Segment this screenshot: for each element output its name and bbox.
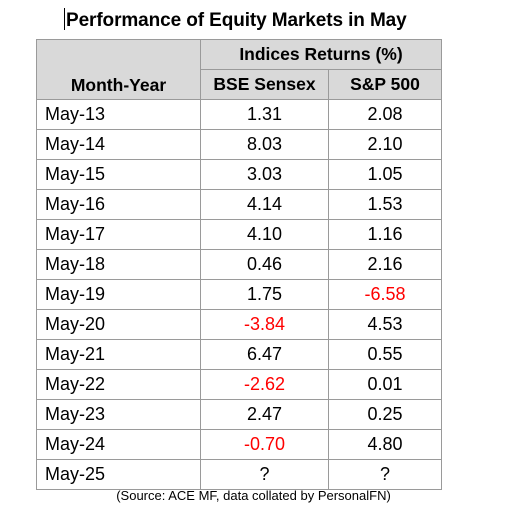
header-month-year: Month-Year — [36, 39, 201, 100]
cell-sp500: 0.01 — [328, 369, 442, 400]
cell-sp500: 0.25 — [328, 399, 442, 430]
table-row: May-15 3.03 1.05 — [36, 159, 442, 190]
header-sp500: S&P 500 — [328, 69, 442, 100]
cell-bse-sensex: -0.70 — [200, 429, 329, 460]
cell-sp500: 2.16 — [328, 249, 442, 280]
table-row: May-22 -2.62 0.01 — [36, 369, 442, 400]
cell-bse-sensex: -3.84 — [200, 309, 329, 340]
cell-sp500: 4.53 — [328, 309, 442, 340]
cell-bse-sensex: 4.10 — [200, 219, 329, 250]
table-row: May-13 1.31 2.08 — [36, 99, 442, 130]
table-row: May-18 0.46 2.16 — [36, 249, 442, 280]
cell-month: May-19 — [36, 279, 201, 310]
text-cursor — [64, 8, 65, 30]
table-row: May-21 6.47 0.55 — [36, 339, 442, 370]
cell-sp500: 2.10 — [328, 129, 442, 160]
cell-sp500: 1.53 — [328, 189, 442, 220]
table-row: May-25?? — [36, 459, 442, 490]
table-row: May-14 8.03 2.10 — [36, 129, 442, 160]
cell-sp500: 0.55 — [328, 339, 442, 370]
table-row: May-17 4.10 1.16 — [36, 219, 442, 250]
cell-bse-sensex: -2.62 — [200, 369, 329, 400]
table-row: May-19 1.75 -6.58 — [36, 279, 442, 310]
cell-bse-sensex: 1.31 — [200, 99, 329, 130]
cell-bse-sensex: 8.03 — [200, 129, 329, 160]
table-row: May-23 2.47 0.25 — [36, 399, 442, 430]
cell-month: May-23 — [36, 399, 201, 430]
cell-month: May-20 — [36, 309, 201, 340]
table-row: May-24 -0.70 4.80 — [36, 429, 442, 460]
title-text: Performance of Equity Markets in May — [66, 10, 407, 31]
cell-sp500: ? — [328, 459, 442, 490]
cell-sp500: 2.08 — [328, 99, 442, 130]
cell-month: May-15 — [36, 159, 201, 190]
cell-bse-sensex: 2.47 — [200, 399, 329, 430]
cell-month: May-17 — [36, 219, 201, 250]
table-row: May-20 -3.84 4.53 — [36, 309, 442, 340]
cell-month: May-14 — [36, 129, 201, 160]
cell-bse-sensex: 0.46 — [200, 249, 329, 280]
cell-bse-sensex: ? — [200, 459, 329, 490]
cell-sp500: 1.16 — [328, 219, 442, 250]
source-note: (Source: ACE MF, data collated by Person… — [116, 488, 391, 503]
cell-month: May-18 — [36, 249, 201, 280]
cell-sp500: -6.58 — [328, 279, 442, 310]
header-bse-sensex: BSE Sensex — [200, 69, 329, 100]
cell-month: May-24 — [36, 429, 201, 460]
cell-bse-sensex: 3.03 — [200, 159, 329, 190]
cell-sp500: 1.05 — [328, 159, 442, 190]
cell-month: May-21 — [36, 339, 201, 370]
header-indices-returns: Indices Returns (%) — [200, 39, 442, 70]
cell-sp500: 4.80 — [328, 429, 442, 460]
cell-bse-sensex: 6.47 — [200, 339, 329, 370]
cell-bse-sensex: 4.14 — [200, 189, 329, 220]
cell-month: May-22 — [36, 369, 201, 400]
returns-table: Month-Year Indices Returns (%) BSE Sense… — [36, 39, 442, 490]
document-title: Performance of Equity Markets in May — [64, 8, 407, 32]
cell-month: May-16 — [36, 189, 201, 220]
cell-month: May-13 — [36, 99, 201, 130]
cell-month: May-25 — [36, 459, 201, 490]
table-body: May-13 1.31 2.08 May-14 8.03 2.10 May-15 3.03 1.… — [36, 99, 442, 490]
table-row: May-16 4.14 1.53 — [36, 189, 442, 220]
cell-bse-sensex: 1.75 — [200, 279, 329, 310]
